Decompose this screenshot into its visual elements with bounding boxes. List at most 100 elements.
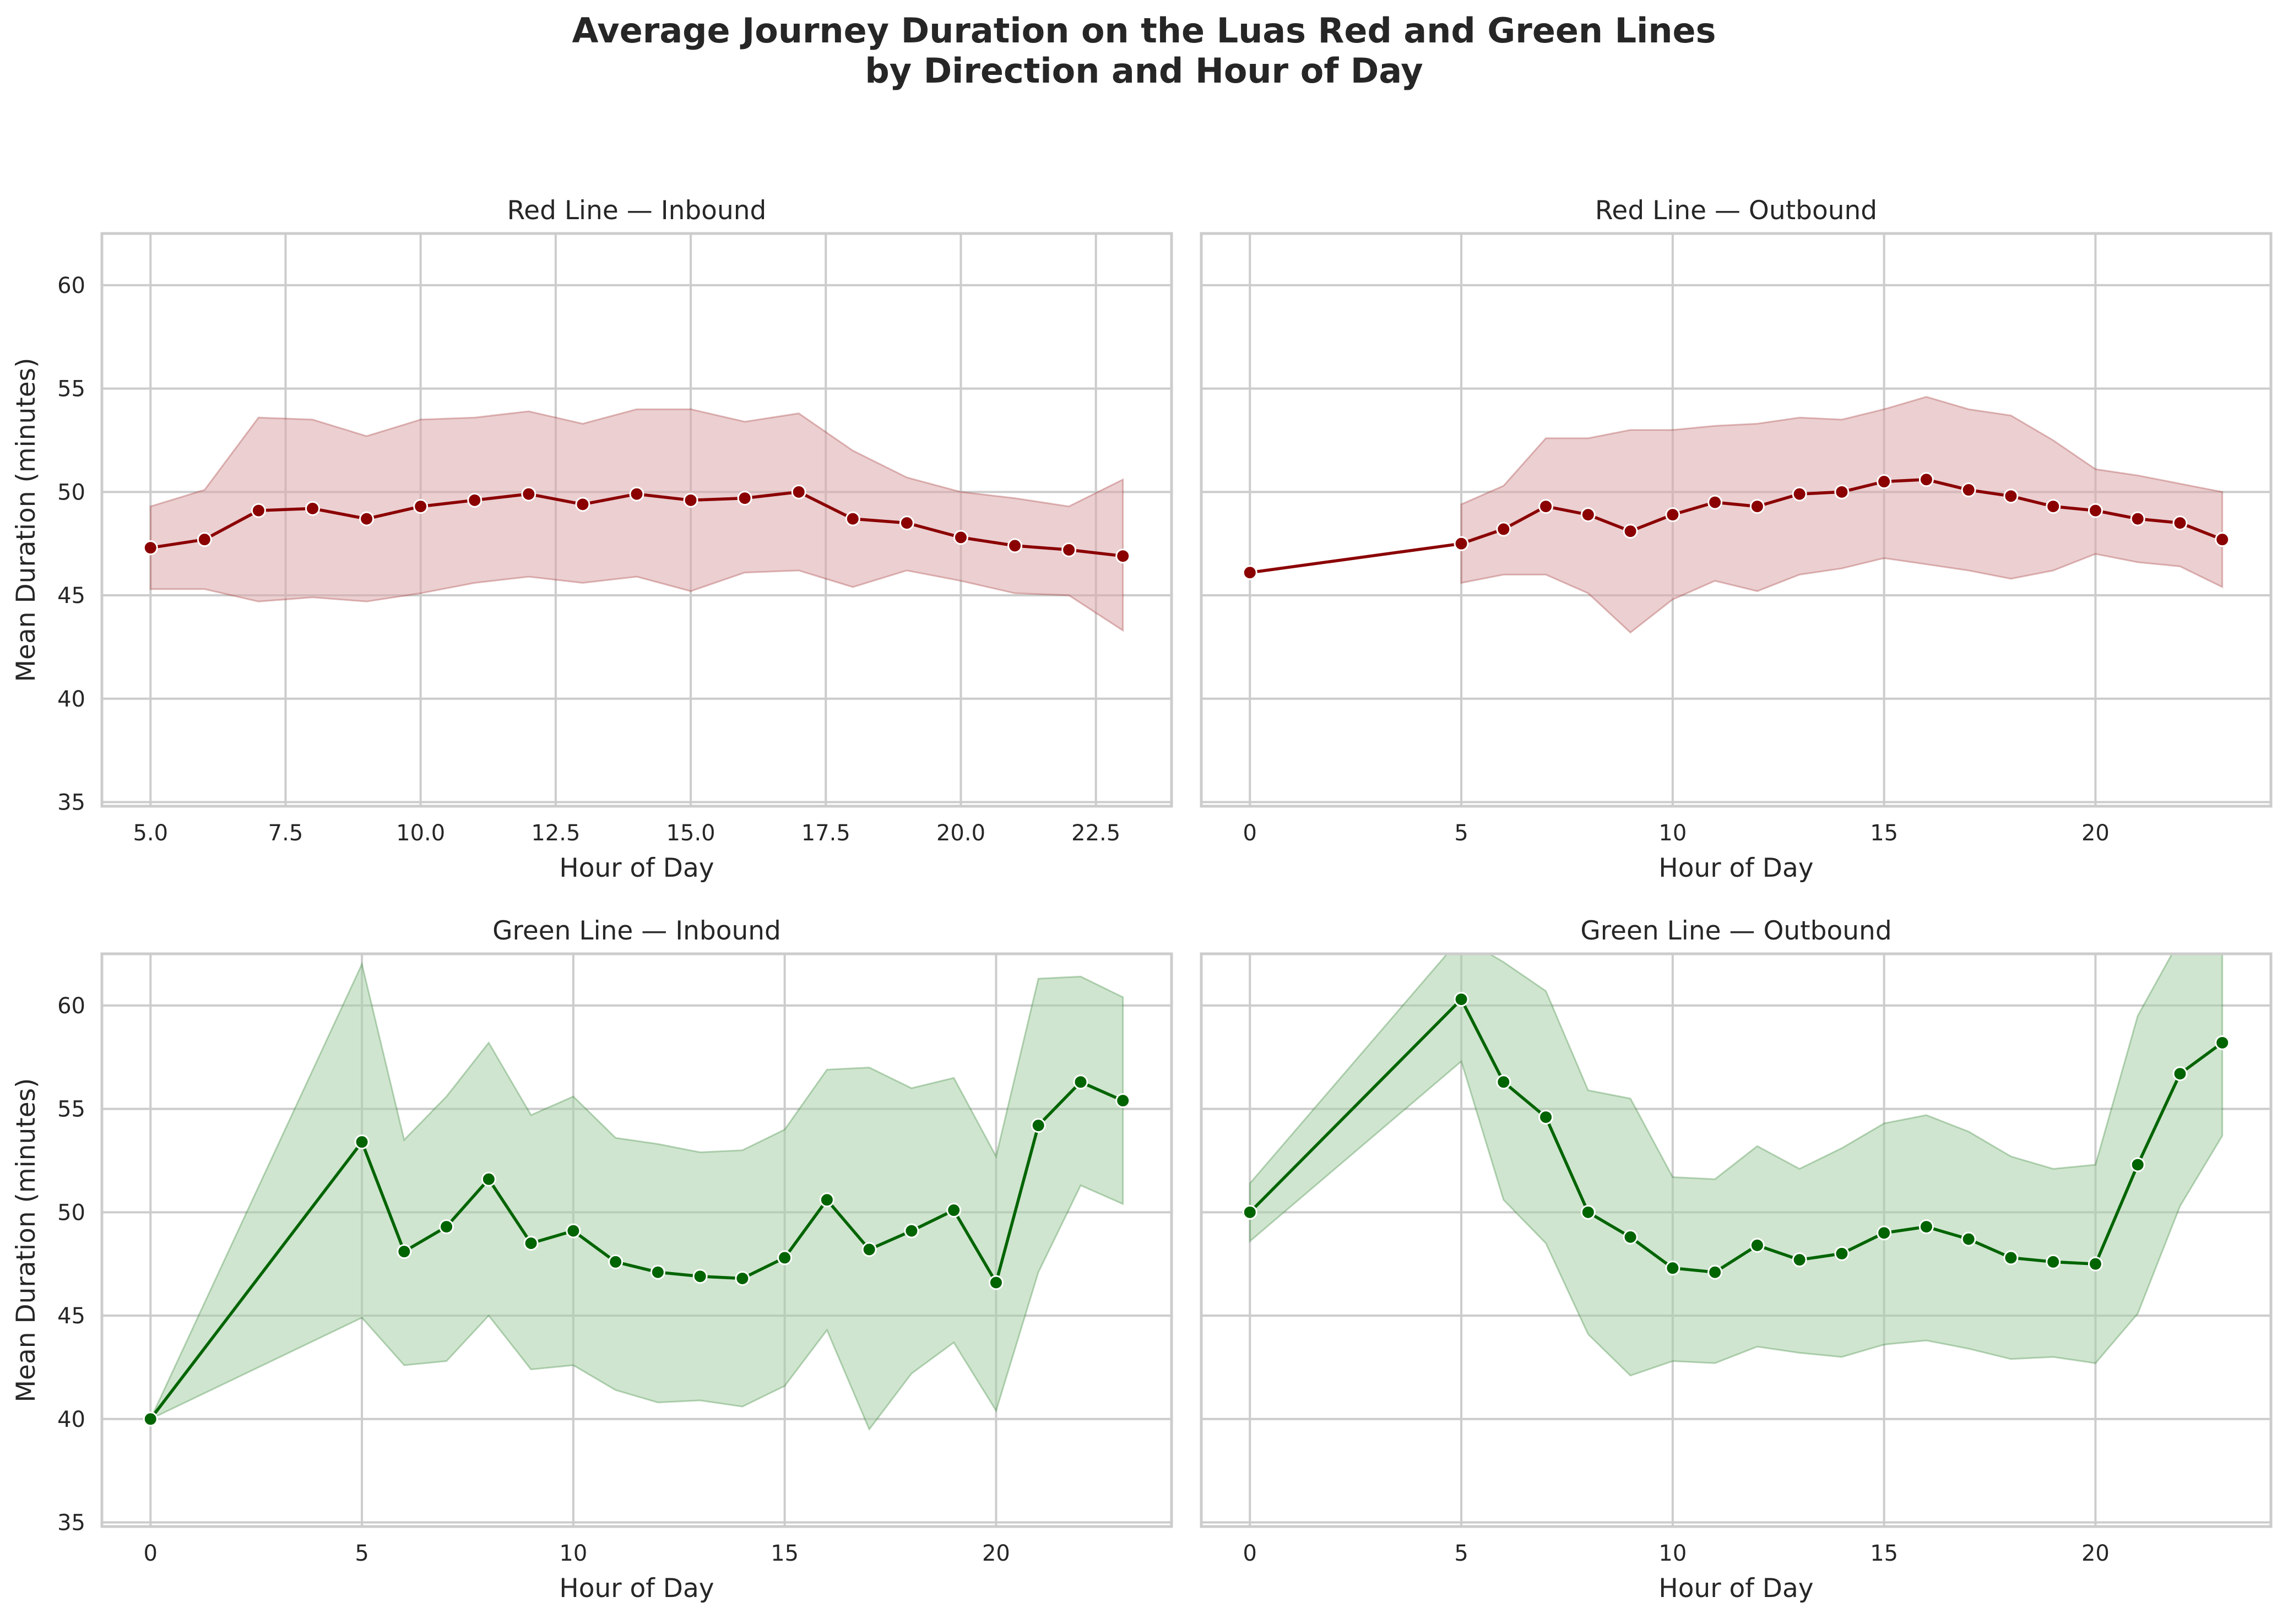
green-inbound-title: Green Line — Inbound — [492, 916, 781, 946]
red-inbound-ylabel: Mean Duration (minutes) — [11, 358, 41, 682]
green-inbound-point-18 — [1073, 1074, 1088, 1090]
red-outbound-point-17 — [2130, 511, 2145, 526]
green-outbound-point-3 — [1538, 1110, 1554, 1125]
red-outbound-point-18 — [2172, 515, 2188, 531]
green-outbound-xtick-label-3: 15 — [1870, 1541, 1898, 1566]
green-inbound-point-5 — [523, 1236, 539, 1251]
red-inbound-point-12 — [791, 484, 806, 499]
red-inbound-xtick-label-6: 20.0 — [936, 821, 985, 846]
red-inbound-point-18 — [1115, 548, 1131, 564]
red-inbound-xtick-label-7: 22.5 — [1071, 821, 1120, 846]
green-outbound-xtick-label-4: 20 — [2081, 1541, 2110, 1566]
green-inbound-ylabel: Mean Duration (minutes) — [11, 1078, 41, 1403]
red-outbound-point-11 — [1877, 474, 1892, 490]
green-outbound-point-11 — [1877, 1225, 1892, 1241]
red-inbound-title: Red Line — Inbound — [507, 195, 767, 226]
green-inbound-plot-area — [143, 962, 1131, 1431]
red-inbound-ci-band — [149, 408, 1124, 632]
green-inbound-xtick-label-4: 20 — [982, 1541, 1010, 1566]
green-outbound-point-6 — [1665, 1261, 1680, 1276]
green-inbound-ytick-label-1: 40 — [57, 1407, 85, 1432]
red-inbound-ytick-label-3: 50 — [57, 480, 85, 505]
green-inbound-point-13 — [861, 1242, 877, 1257]
red-outbound-point-12 — [1918, 472, 1934, 487]
red-inbound-point-15 — [953, 530, 968, 545]
red-inbound-point-17 — [1061, 542, 1077, 557]
green-inbound-point-12 — [819, 1192, 834, 1208]
red-inbound-xtick-label-0: 5.0 — [133, 821, 168, 846]
green-outbound-xlabel: Hour of Day — [1658, 1573, 1813, 1604]
red-outbound-point-19 — [2215, 532, 2230, 547]
red-outbound-point-4 — [1580, 507, 1596, 523]
green-inbound-point-11 — [777, 1250, 793, 1265]
green-outbound-xtick-label-0: 0 — [1243, 1541, 1257, 1566]
green-inbound-point-17 — [1031, 1118, 1046, 1133]
red-inbound-point-14 — [899, 515, 914, 531]
green-outbound-xtick-label-2: 10 — [1658, 1541, 1687, 1566]
green-outbound-xtick-label-1: 5 — [1454, 1541, 1468, 1566]
green-outbound-point-5 — [1623, 1229, 1638, 1245]
green-inbound-ci-band — [149, 962, 1124, 1431]
green-outbound-point-9 — [1792, 1252, 1807, 1268]
red-inbound-xtick-label-4: 15.0 — [666, 821, 715, 846]
green-outbound-point-17 — [2130, 1157, 2145, 1172]
green-inbound-mean-line — [149, 1080, 1124, 1420]
red-inbound-point-11 — [737, 491, 752, 506]
red-inbound-ytick-label-4: 55 — [57, 377, 85, 402]
red-outbound-point-14 — [2003, 488, 2019, 504]
green-inbound-point-7 — [608, 1254, 623, 1269]
green-inbound-point-0 — [143, 1411, 158, 1427]
green-inbound-xlabel: Hour of Day — [559, 1573, 714, 1604]
red-outbound-point-16 — [2088, 503, 2103, 518]
red-inbound-point-0 — [143, 540, 158, 556]
green-outbound-title: Green Line — Outbound — [1580, 916, 1891, 946]
green-inbound-point-3 — [439, 1219, 454, 1235]
green-inbound-point-1 — [354, 1134, 370, 1150]
red-inbound-frame — [100, 232, 1173, 808]
red-outbound-point-0 — [1242, 565, 1257, 580]
green-inbound-point-2 — [397, 1244, 412, 1259]
figure-title-line-2: by Direction and Hour of Day — [865, 51, 1423, 91]
green-inbound-point-19 — [1115, 1093, 1131, 1109]
green-outbound-point-13 — [1961, 1231, 1976, 1247]
green-outbound-point-2 — [1496, 1074, 1511, 1090]
red-outbound-point-8 — [1749, 499, 1765, 514]
red-inbound-xtick-label-2: 10.0 — [396, 821, 445, 846]
red-outbound-point-13 — [1961, 482, 1976, 498]
red-inbound-xlabel: Hour of Day — [559, 853, 714, 883]
panel-red-outbound: Red Line — Outbound 0 5 10 15 20 Hour of Day — [1200, 195, 2273, 883]
green-outbound-point-12 — [1918, 1219, 1934, 1235]
red-outbound-point-9 — [1792, 486, 1807, 502]
green-inbound-xtick-label-1: 5 — [355, 1541, 368, 1566]
panel-red-inbound: Red Line — Inbound 5.0 7.5 10.0 12.5 15.0 17.5… — [11, 195, 1173, 883]
red-inbound-ytick-label-1: 40 — [57, 687, 85, 712]
red-inbound-point-2 — [251, 503, 266, 518]
red-outbound-xtick-label-1: 5 — [1454, 821, 1468, 846]
green-inbound-point-6 — [566, 1223, 581, 1239]
green-outbound-point-14 — [2003, 1250, 2019, 1265]
red-outbound-xtick-label-0: 0 — [1243, 821, 1257, 846]
green-inbound-xtick-label-3: 15 — [771, 1541, 799, 1566]
red-outbound-xtick-label-3: 15 — [1870, 821, 1898, 846]
red-inbound-xtick-label-3: 12.5 — [531, 821, 580, 846]
red-outbound-title: Red Line — Outbound — [1595, 195, 1877, 226]
red-inbound-point-3 — [305, 501, 321, 516]
green-outbound-ci-band — [1249, 954, 2224, 1377]
green-outbound-point-1 — [1454, 992, 1469, 1007]
panel-green-inbound: Green Line — Inbound 0 5 10 15 20 35 40 45 50 55 60… — [11, 916, 1173, 1604]
red-inbound-point-10 — [683, 492, 698, 508]
red-inbound-point-8 — [575, 497, 590, 512]
red-outbound-point-6 — [1665, 507, 1680, 523]
green-outbound-point-15 — [2046, 1254, 2061, 1269]
figure-title-line-1: Average Journey Duration on the Luas Red… — [572, 10, 1716, 51]
green-inbound-xtick-label-2: 10 — [559, 1541, 587, 1566]
red-outbound-point-15 — [2046, 499, 2061, 514]
red-inbound-point-5 — [413, 499, 429, 514]
red-outbound-xtick-label-4: 20 — [2081, 821, 2110, 846]
green-inbound-point-15 — [946, 1203, 962, 1218]
green-outbound-point-7 — [1707, 1264, 1723, 1280]
red-inbound-xtick-label-5: 17.5 — [801, 821, 850, 846]
panel-green-outbound: Green Line — Outbound 0 5 10 15 20 Hour of Day — [1200, 916, 2273, 1604]
red-outbound-frame — [1200, 232, 2273, 808]
red-inbound-ytick-label-2: 45 — [57, 583, 85, 609]
